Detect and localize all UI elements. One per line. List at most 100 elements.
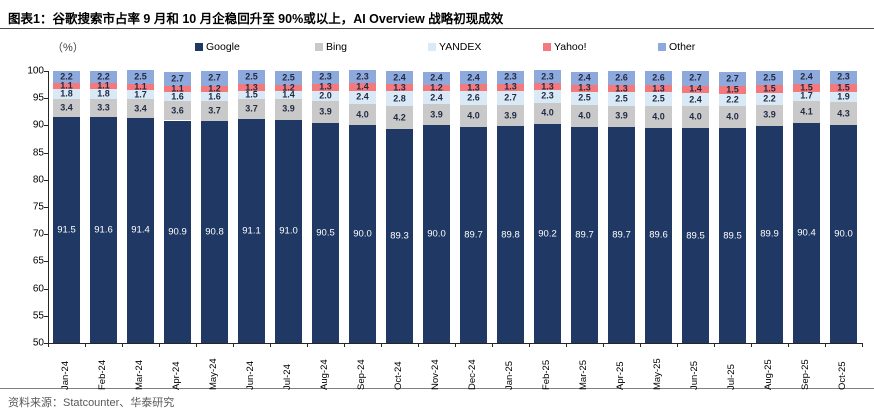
x-tick-mark [640, 343, 641, 347]
bar-segment-other-dec-24 [460, 71, 487, 85]
y-tick-label: 80 [32, 174, 44, 186]
x-tick-label: Sep-24 [355, 359, 367, 390]
bar-segment-yandex-feb-25 [534, 90, 561, 103]
bar-value-label: 89.7 [464, 229, 483, 241]
bar-value-label: 2.6 [467, 92, 480, 103]
bar-value-label: 1.3 [319, 81, 332, 92]
bar-segment-google-sep-24 [349, 125, 376, 343]
bar-segment-google-oct-24 [386, 129, 413, 343]
bar-segment-bing-sep-24 [349, 103, 376, 126]
bar-value-label: 4.0 [689, 111, 702, 122]
y-tick-mark [44, 207, 48, 208]
bar-value-label: 3.9 [430, 109, 443, 120]
bar-segment-other-sep-24 [349, 70, 376, 83]
bar-segment-bing-dec-24 [460, 105, 487, 128]
bar-segment-yahoo-sep-24 [349, 82, 376, 91]
bar-value-label: 2.2 [726, 94, 739, 105]
bar-segment-yandex-aug-25 [756, 92, 783, 105]
bar-value-label: 3.9 [763, 109, 776, 120]
legend-item-yahoo: Yahoo! [543, 40, 587, 54]
bar-segment-other-jun-24 [238, 70, 265, 85]
x-tick-label: Aug-24 [318, 359, 330, 390]
bar-value-label: 2.7 [726, 73, 739, 84]
bar-value-label: 91.6 [94, 224, 113, 236]
y-tick-label: 65 [32, 255, 44, 267]
y-tick-label: 95 [32, 92, 44, 104]
bar-segment-other-feb-25 [534, 70, 561, 83]
bar-segment-other-oct-24 [386, 71, 413, 85]
x-tick-mark [85, 343, 86, 347]
bar-segment-google-apr-24 [164, 120, 191, 343]
x-tick-mark [307, 343, 308, 347]
x-tick-label: Jun-25 [688, 360, 700, 390]
bar-value-label: 2.3 [504, 71, 517, 82]
x-tick-label: Jan-25 [503, 360, 515, 390]
bar-segment-yandex-dec-24 [460, 91, 487, 106]
bar-segment-yahoo-jan-24 [53, 82, 80, 89]
bar-value-label: 4.1 [800, 106, 813, 117]
bar-segment-yandex-mar-24 [127, 90, 154, 100]
x-tick-mark [862, 343, 863, 347]
y-axis-unit-label: （%） [52, 42, 84, 54]
bar-segment-other-jan-24 [53, 71, 80, 83]
legend-label: Other [669, 41, 696, 53]
x-tick-label: Aug-25 [762, 359, 774, 390]
x-tick-label: Oct-24 [392, 361, 404, 390]
bar-value-label: 2.0 [319, 90, 332, 101]
chart-legend: Google Bing YANDEX Yahoo! Other [195, 40, 700, 54]
bar-segment-yahoo-feb-24 [90, 82, 117, 89]
bar-segment-bing-nov-24 [423, 104, 450, 126]
x-tick-mark [196, 343, 197, 347]
bar-value-label: 1.3 [615, 83, 628, 94]
bar-segment-google-dec-24 [460, 127, 487, 343]
bar-segment-other-nov-24 [423, 71, 450, 85]
legend-swatch-icon [315, 43, 323, 51]
bar-value-label: 2.7 [689, 72, 702, 83]
x-tick-label: Nov-24 [429, 359, 441, 390]
bar-segment-other-mar-24 [127, 70, 154, 85]
bar-value-label: 4.0 [467, 110, 480, 121]
bar-segment-yandex-feb-24 [90, 88, 117, 99]
bar-segment-other-aug-25 [756, 71, 783, 85]
x-tick-label: Feb-25 [540, 359, 552, 390]
y-tick-mark [44, 179, 48, 181]
legend-swatch-icon [543, 43, 551, 51]
bar-segment-google-jul-25 [719, 128, 746, 343]
bar-segment-bing-jan-24 [53, 98, 80, 118]
legend-item-other: Other [658, 40, 695, 54]
bar-value-label: 3.9 [615, 110, 628, 121]
bar-value-label: 4.0 [726, 111, 739, 122]
x-tick-label: Apr-25 [614, 361, 626, 390]
bar-value-label: 1.5 [245, 89, 258, 100]
bar-segment-bing-aug-25 [756, 104, 783, 126]
bar-segment-bing-jul-25 [719, 106, 746, 129]
x-tick-mark [159, 343, 160, 347]
bar-value-label: 3.9 [282, 103, 295, 114]
bar-segment-yandex-jul-25 [719, 94, 746, 107]
x-tick-mark [529, 343, 530, 347]
bar-value-label: 90.9 [168, 226, 187, 237]
bar-segment-yandex-nov-24 [423, 91, 450, 105]
bar-segment-google-feb-25 [534, 124, 561, 343]
bar-segment-bing-aug-24 [312, 101, 339, 123]
bar-value-label: 1.5 [837, 82, 850, 93]
bar-value-label: 91.0 [279, 225, 298, 237]
bar-segment-yandex-jun-24 [238, 91, 265, 100]
bar-value-label: 4.3 [837, 108, 850, 119]
bar-value-label: 89.8 [501, 228, 520, 240]
bar-value-label: 2.4 [393, 72, 406, 83]
y-tick-label: 90 [32, 119, 44, 131]
bar-value-label: 1.2 [208, 83, 221, 94]
y-axis-line [48, 71, 49, 343]
legend-label: YANDEX [439, 41, 482, 53]
bar-segment-yandex-mar-25 [571, 91, 598, 106]
bar-segment-google-mar-25 [571, 127, 598, 343]
title-divider [0, 28, 874, 29]
bar-segment-yandex-jul-24 [275, 91, 302, 99]
y-tick-label: 75 [32, 201, 44, 213]
x-tick-mark [455, 343, 456, 347]
bar-value-label: 2.5 [134, 71, 147, 82]
bar-segment-yahoo-oct-25 [830, 83, 857, 92]
bar-value-label: 1.4 [282, 89, 295, 100]
bar-value-label: 3.7 [208, 105, 221, 116]
